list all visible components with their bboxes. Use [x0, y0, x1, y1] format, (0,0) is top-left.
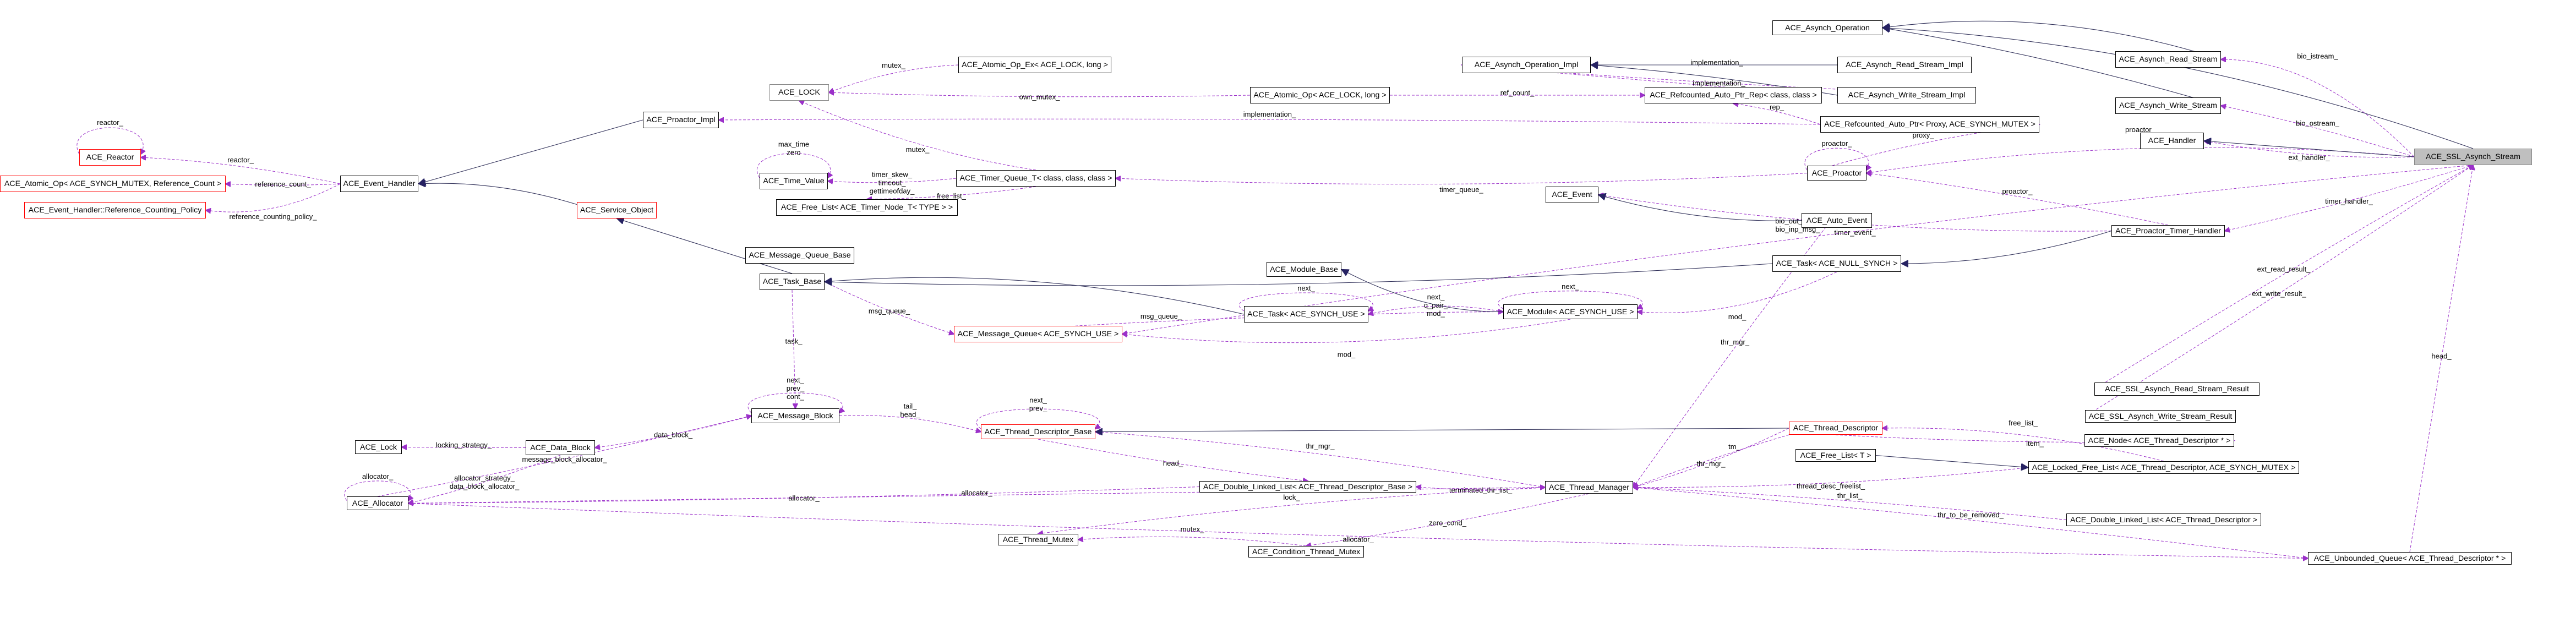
svg-text:mod_: mod_: [1427, 309, 1445, 318]
svg-text:next_: next_: [1427, 293, 1445, 301]
svg-text:msg_queue_: msg_queue_: [869, 307, 910, 315]
svg-text:thread_desc_freelist_: thread_desc_freelist_: [1797, 482, 1865, 490]
svg-text:q_pair_: q_pair_: [1424, 301, 1448, 309]
svg-text:allocator_strategy_: allocator_strategy_: [454, 474, 515, 482]
svg-text:terminated_thr_list_: terminated_thr_list_: [1449, 486, 1513, 494]
svg-text:thr_mgr_: thr_mgr_: [1721, 338, 1750, 346]
svg-text:msg_queue_: msg_queue_: [1140, 312, 1182, 320]
svg-text:reference_count_: reference_count_: [255, 180, 311, 188]
svg-text:thr_mgr_: thr_mgr_: [1696, 460, 1726, 468]
svg-text:thr_to_be_removed_: thr_to_be_removed_: [1938, 511, 2004, 519]
svg-text:head_: head_: [1163, 459, 1183, 467]
svg-text:allocator_: allocator_: [961, 489, 992, 497]
svg-text:rep_: rep_: [1770, 103, 1784, 111]
svg-text:timer_event_: timer_event_: [1834, 228, 1876, 237]
svg-text:gettimeofday_: gettimeofday_: [870, 187, 915, 195]
svg-text:data_block_allocator_: data_block_allocator_: [450, 482, 520, 490]
svg-text:prev_: prev_: [1029, 405, 1047, 413]
svg-text:thr_list_: thr_list_: [1837, 491, 1863, 500]
svg-text:allocator_: allocator_: [362, 472, 394, 480]
svg-text:timer_handler_: timer_handler_: [2325, 197, 2373, 205]
svg-text:free_list_: free_list_: [2009, 419, 2038, 427]
svg-text:next_: next_: [1562, 282, 1580, 291]
svg-text:tm_: tm_: [1728, 442, 1740, 451]
svg-text:timer_skew_: timer_skew_: [872, 171, 913, 179]
svg-text:implementation_: implementation_: [1243, 110, 1296, 118]
svg-text:cont_: cont_: [787, 392, 805, 401]
svg-text:mutex_: mutex_: [906, 145, 930, 154]
svg-text:bio_istream_: bio_istream_: [2297, 52, 2338, 61]
svg-text:mutex_: mutex_: [1181, 525, 1204, 533]
svg-text:tail_: tail_: [904, 402, 918, 411]
svg-text:item_: item_: [2026, 439, 2044, 447]
svg-text:thr_mgr_: thr_mgr_: [1306, 442, 1335, 450]
svg-text:mutex_: mutex_: [882, 61, 905, 69]
svg-text:reactor_: reactor_: [97, 118, 123, 127]
svg-text:zero_cond_: zero_cond_: [1429, 519, 1467, 527]
svg-text:next_: next_: [1297, 284, 1316, 292]
svg-text:head_: head_: [900, 411, 920, 419]
svg-text:timer_queue_: timer_queue_: [1439, 185, 1483, 194]
svg-text:ext_handler_: ext_handler_: [2288, 154, 2330, 162]
svg-text:reactor_: reactor_: [227, 156, 254, 164]
svg-text:message_block_allocator_: message_block_allocator_: [522, 455, 608, 463]
svg-text:allocator_: allocator_: [1342, 535, 1374, 544]
svg-text:proactor_: proactor_: [2002, 187, 2033, 195]
svg-text:reference_counting_policy_: reference_counting_policy_: [230, 212, 318, 221]
svg-text:zero: zero: [787, 149, 800, 157]
svg-text:data_block_: data_block_: [654, 431, 693, 439]
svg-text:bio_ostream_: bio_ostream_: [2296, 119, 2340, 128]
svg-text:timeout_: timeout_: [878, 179, 907, 187]
svg-text:max_time: max_time: [778, 140, 809, 149]
svg-text:own_mutex_: own_mutex_: [1019, 93, 1060, 101]
svg-text:ref_count_: ref_count_: [1500, 89, 1535, 97]
svg-text:next_: next_: [1029, 396, 1047, 405]
svg-text:lock_: lock_: [1283, 493, 1300, 501]
svg-text:implementation_: implementation_: [1690, 58, 1743, 67]
svg-text:proactor_: proactor_: [1822, 139, 1853, 147]
svg-text:mod_: mod_: [1338, 351, 1356, 359]
svg-text:locking_strategy_: locking_strategy_: [436, 441, 492, 449]
svg-text:next_: next_: [787, 376, 805, 384]
svg-text:ext_read_result_: ext_read_result_: [2257, 265, 2311, 274]
svg-text:prev_: prev_: [787, 384, 805, 392]
svg-text:task_: task_: [785, 337, 803, 346]
svg-text:mod_: mod_: [1728, 313, 1747, 321]
svg-text:head_: head_: [2431, 352, 2452, 360]
svg-text:ext_write_result_: ext_write_result_: [2252, 289, 2306, 298]
